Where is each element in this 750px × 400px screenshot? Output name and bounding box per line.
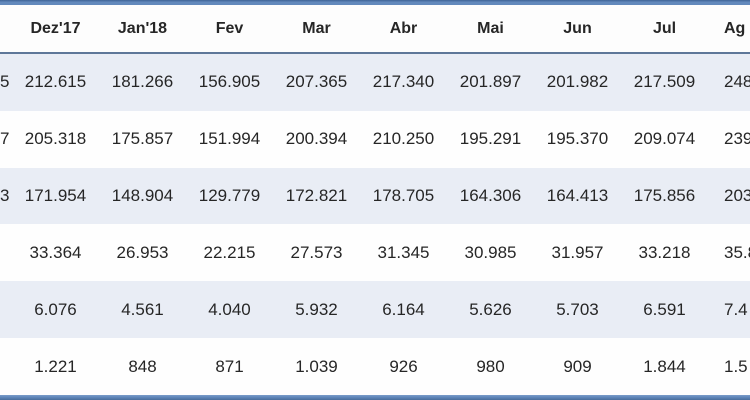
- header-cell-month: Dez'17: [30, 19, 81, 37]
- table-cell-value: 30.985: [464, 242, 517, 262]
- table-cell-value: 1.039: [295, 356, 338, 376]
- table-cell-value: 4.561: [121, 299, 164, 319]
- table-row: 1.221 848 871 1.039 926 980 909 1.844 1.5: [0, 338, 750, 395]
- table-cell-value: 148.904: [111, 186, 174, 206]
- table-cell-value: 848: [128, 356, 157, 376]
- table-cell-value: 6.591: [643, 299, 686, 319]
- table-cell-value: 22.215: [203, 242, 256, 262]
- header-cell-month: Jan'18: [117, 19, 168, 37]
- table-cell-value: 26.953: [116, 242, 169, 262]
- table-cell-left-partial: 5: [0, 72, 10, 92]
- table-cell-right-partial: 203.: [724, 186, 750, 206]
- table-row: 6.076 4.561 4.040 5.932 6.164 5.626 5.703 6.591…: [0, 281, 750, 339]
- table-cell-value: 5.703: [556, 299, 599, 319]
- table-cell-value: 980: [476, 356, 505, 376]
- header-cell-month: Jun: [563, 19, 592, 37]
- header-cell-month: Abr: [389, 19, 418, 37]
- table-cell-value: 201.897: [459, 72, 522, 92]
- table-cell-value: 6.076: [34, 299, 77, 319]
- table-cell-value: 164.413: [546, 186, 609, 206]
- table-cell-value: 156.905: [198, 72, 261, 92]
- table-cell-value: 175.857: [111, 129, 174, 149]
- table-cell-value: 1.221: [34, 356, 77, 376]
- table-cell-right-partial: 7.4: [724, 299, 748, 319]
- table-cell-value: 926: [389, 356, 418, 376]
- table-cell-value: 27.573: [290, 242, 343, 262]
- table-cell-value: 195.370: [546, 129, 609, 149]
- table-cell-value: 195.291: [459, 129, 522, 149]
- table-row: 7 205.318 175.857 151.994 200.394 210.250 195.…: [0, 110, 750, 168]
- table-cell-value: 31.345: [377, 242, 430, 262]
- table-cell-value: 909: [563, 356, 592, 376]
- table-cell-value: 5.626: [469, 299, 512, 319]
- table-cell-value: 1.844: [643, 356, 686, 376]
- table-cell-value: 129.779: [198, 186, 261, 206]
- table-cell-value: 4.040: [208, 299, 251, 319]
- table-cell-value: 181.266: [111, 72, 174, 92]
- bottom-border-bar: [0, 395, 750, 400]
- table-cell-value: 217.340: [372, 72, 435, 92]
- table-cell-value: 33.364: [29, 242, 82, 262]
- header-cell-right-partial: Ag: [724, 19, 746, 37]
- table-cell-right-partial: 35.8: [724, 242, 750, 262]
- table-cell-value: 175.856: [633, 186, 696, 206]
- header-cell-month: Jul: [652, 19, 677, 37]
- table-cell-left-partial: 7: [0, 129, 10, 149]
- table-cell-value: 172.821: [285, 186, 348, 206]
- table-cell-value: 201.982: [546, 72, 609, 92]
- table-cell-value: 205.318: [24, 129, 87, 149]
- table-row: 33.364 26.953 22.215 27.573 31.345 30.985 31.9…: [0, 224, 750, 282]
- table-cell-value: 31.957: [551, 242, 604, 262]
- table-body: 5 212.615 181.266 156.905 207.365 217.340 201.…: [0, 54, 750, 395]
- table-cell-value: 33.218: [638, 242, 691, 262]
- table-cell-value: 6.164: [382, 299, 425, 319]
- table-cell-value: 871: [215, 356, 244, 376]
- table-cell-value: 210.250: [372, 129, 435, 149]
- table-row: 5 212.615 181.266 156.905 207.365 217.340 201.…: [0, 54, 750, 111]
- table-cell-right-partial: 1.5: [724, 356, 748, 376]
- table-cell-value: 151.994: [198, 129, 261, 149]
- table-cell-value: 212.615: [24, 72, 87, 92]
- table-cell-value: 164.306: [459, 186, 522, 206]
- table-cell-value: 207.365: [285, 72, 348, 92]
- table-cell-value: 178.705: [372, 186, 435, 206]
- table-cell-left-partial: 3: [0, 186, 10, 206]
- table-cell-right-partial: 248.: [724, 72, 750, 92]
- header-row: Dez'17 Jan'18 Fev Mar Abr Mai Jun Jul Ag: [0, 5, 750, 54]
- top-border-bar: [0, 0, 750, 5]
- header-cell-month: Mai: [477, 19, 504, 37]
- header-cell-month: Mar: [302, 19, 331, 37]
- table-cell-value: 200.394: [285, 129, 348, 149]
- table-cell-right-partial: 239.: [724, 129, 750, 149]
- table-row: 3 171.954 148.904 129.779 172.821 178.705 164.…: [0, 167, 750, 225]
- header-cell-month: Fev: [215, 19, 244, 37]
- table-cell-value: 209.074: [633, 129, 696, 149]
- table-cell-value: 217.509: [633, 72, 696, 92]
- table-cell-value: 171.954: [24, 186, 87, 206]
- table-cell-value: 5.932: [295, 299, 338, 319]
